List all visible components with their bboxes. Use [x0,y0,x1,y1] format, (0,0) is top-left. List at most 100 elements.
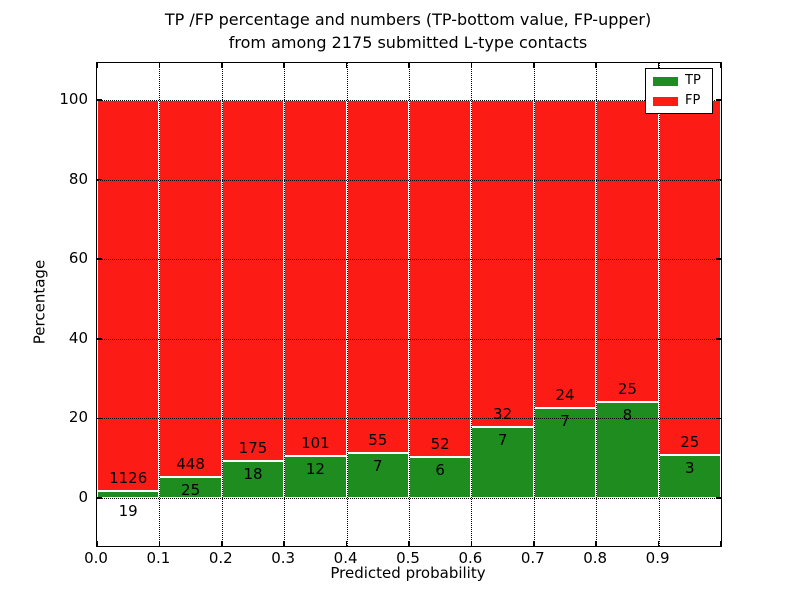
x-tick-mark [720,541,722,546]
x-tick-label: 0.2 [208,549,233,567]
legend-row: TP [646,74,712,88]
bar-fp-count-label: 1126 [109,469,148,488]
x-tick-mark [470,541,473,546]
x-tick-mark [345,63,348,68]
bar-tp-segment [346,453,409,498]
x-tick-label: 0.9 [645,549,670,567]
x-tick-label: 0.0 [84,549,108,567]
x-tick-mark [283,541,285,546]
y-tick-label: 40 [68,328,88,347]
bar-tp-count-label: 18 [243,464,263,483]
bar-fp-segment [596,100,659,402]
x-tick-mark [221,541,223,546]
x-tick-mark [345,541,348,546]
gridline-vertical [346,63,348,546]
y-axis-label: Percentage [30,259,49,345]
legend: TP FP [645,68,713,114]
x-tick-mark [533,63,535,68]
chart-title: TP /FP percentage and numbers (TP-bottom… [96,8,720,54]
bar-fp-segment [346,100,409,454]
bar-tp-segment [658,455,721,498]
x-tick-label: 0.8 [583,549,608,567]
bar-fp-count-label: 55 [368,431,388,450]
gridline-vertical [658,63,660,546]
bar-fp-count-label: 25 [680,433,700,452]
bar-fp-segment [221,100,285,461]
y-tick-label: 60 [68,249,88,268]
x-axis-label: Predicted probability [330,564,486,582]
x-tick-mark [533,541,535,546]
gridline-vertical [533,63,535,546]
bar-fp-segment [97,100,160,492]
gridline-vertical [159,63,161,546]
bar-fp-segment [658,100,721,456]
x-tick-label: 0.5 [396,549,420,567]
x-tick-mark [657,541,660,546]
x-tick-label: 0.3 [271,549,296,567]
gridline-horizontal [97,259,721,261]
bar-tp-segment [284,455,347,498]
x-tick-mark [158,541,161,546]
x-tick-mark [96,541,98,546]
legend-label-tp: TP [685,73,701,88]
bar-tp-segment [596,401,659,498]
y-tick-label: 80 [68,169,88,188]
y-tick-mark [97,99,102,101]
x-tick-mark [720,63,722,68]
bar-fp-count-label: 101 [301,433,330,452]
bar-tp-count-label: 3 [685,459,695,478]
legend-swatch-fp [653,96,678,106]
gridline-vertical [596,63,598,546]
bar-tp-count-label: 12 [305,459,325,478]
y-tick-mark [97,338,102,340]
bar-tp-count-label: 19 [118,502,138,520]
bar-fp-count-label: 32 [493,404,513,423]
x-tick-label: 0.4 [333,549,358,567]
x-tick-mark [96,63,98,68]
bar-tp-segment [221,460,285,498]
y-tick-mark [716,417,721,420]
bar-tp-count-label: 8 [622,405,633,424]
gridline-horizontal [97,179,721,181]
x-tick-mark [595,63,597,68]
chart-title-line1: TP /FP percentage and numbers (TP-bottom… [164,10,652,29]
gridline-horizontal [97,338,721,340]
y-tick-label: 0 [78,488,88,506]
bar-fp-count-label: 24 [555,386,575,405]
gridline-vertical [409,63,410,546]
y-tick-mark [97,497,102,499]
bar-tp-count-label: 6 [435,460,445,479]
x-tick-mark [470,63,473,68]
y-tick-mark [716,338,721,340]
x-tick-mark [221,63,223,68]
x-tick-mark [158,63,161,68]
y-tick-mark [97,178,102,181]
x-tick-label: 0.6 [458,549,483,567]
bar-tp-count-label: 7 [560,412,570,431]
bar-fp-count-label: 448 [176,454,205,473]
legend-label-fp: FP [685,93,701,108]
y-tick-mark [716,258,721,260]
bar-fp-count-label: 25 [617,379,637,398]
gridline-vertical [471,63,473,546]
legend-swatch-tp [653,76,678,86]
bar-fp-segment [533,100,597,409]
gridline-vertical [284,63,286,546]
y-tick-mark [97,417,102,420]
plot-area: TP FP 1126 19 448 25 175 18 101 12 55 7 52 6 32 7 24 7 25… [96,62,722,547]
x-tick-label: 0.7 [520,549,545,567]
bar-fp-segment [471,100,534,427]
x-tick-mark [408,63,410,68]
x-tick-mark [408,541,410,546]
x-tick-label: 0.1 [146,549,171,567]
gridline-horizontal [97,100,721,101]
chart-title-line2: from among 2175 submitted L-type contact… [228,33,588,52]
bar-fp-count-label: 175 [238,438,268,457]
x-tick-mark [595,541,597,546]
bar-tp-count-label: 7 [373,457,383,476]
bar-fp-segment [159,100,222,477]
bar-tp-segment [97,491,160,498]
gridline-horizontal [97,418,721,420]
x-tick-mark [657,63,660,68]
